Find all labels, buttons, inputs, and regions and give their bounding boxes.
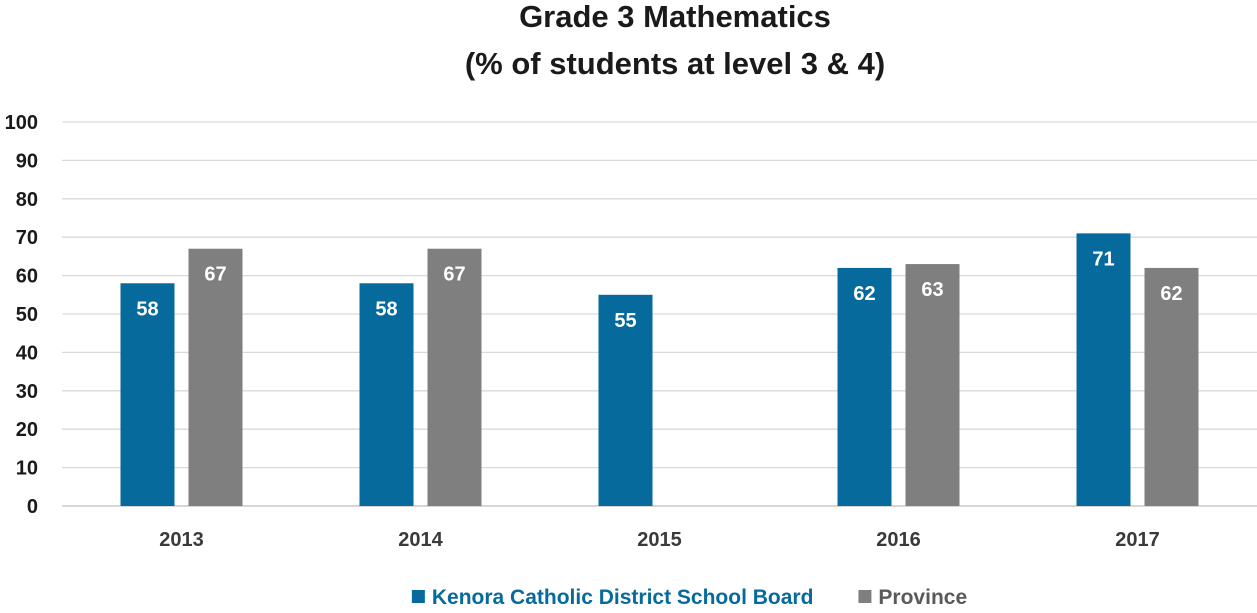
bar [427,248,482,506]
chart-title: Grade 3 Mathematics (% of students at le… [465,0,885,81]
x-category-label: 2013 [159,529,204,551]
legend: Kenora Catholic District School Board Pro… [411,586,967,609]
bar [598,294,653,506]
y-tick-label: 70 [16,227,38,249]
data-labels: 58 67 58 67 55 62 63 71 62 [136,248,1182,331]
bar [1144,267,1199,506]
y-tick-label: 30 [16,381,38,403]
y-tick-label: 90 [16,150,38,172]
data-label: 71 [1092,248,1114,270]
gridlines [62,121,1257,507]
bar [188,248,243,506]
chart-title-line-1: Grade 3 Mathematics [519,0,831,34]
data-label: 58 [136,298,158,320]
y-axis-tick-labels: 0 10 20 30 40 50 60 70 80 90 100 [5,112,38,518]
y-tick-label: 20 [16,419,38,441]
bar [120,283,175,506]
data-label: 67 [204,264,226,286]
y-tick-label: 60 [16,266,38,288]
legend-label: Kenora Catholic District School Board [432,586,814,609]
data-label: 62 [1160,283,1182,305]
x-axis-category-labels: 2013 2014 2015 2016 2017 [159,529,1160,551]
x-category-label: 2017 [1115,529,1160,551]
chart-title-line-2: (% of students at level 3 & 4) [465,46,885,81]
bar [359,283,414,506]
data-label: 58 [375,298,397,320]
bar [905,264,960,506]
legend-label: Province [878,586,967,609]
legend-swatch [858,590,872,603]
data-label: 55 [614,310,636,332]
y-tick-label: 40 [16,342,38,364]
x-category-label: 2016 [876,529,921,551]
legend-swatch [411,590,425,603]
bars [120,233,1199,507]
bar [837,267,892,506]
x-category-label: 2014 [398,529,443,551]
y-tick-label: 80 [16,189,38,211]
bar [1076,233,1131,507]
y-tick-label: 0 [27,496,38,518]
data-label: 62 [853,283,875,305]
legend-item: Province [858,586,967,609]
data-label: 67 [443,264,465,286]
legend-item: Kenora Catholic District School Board [411,586,814,609]
y-tick-label: 50 [16,304,38,326]
data-label: 63 [921,279,943,301]
y-tick-label: 100 [5,112,38,134]
x-category-label: 2015 [637,529,682,551]
y-tick-label: 10 [16,458,38,480]
